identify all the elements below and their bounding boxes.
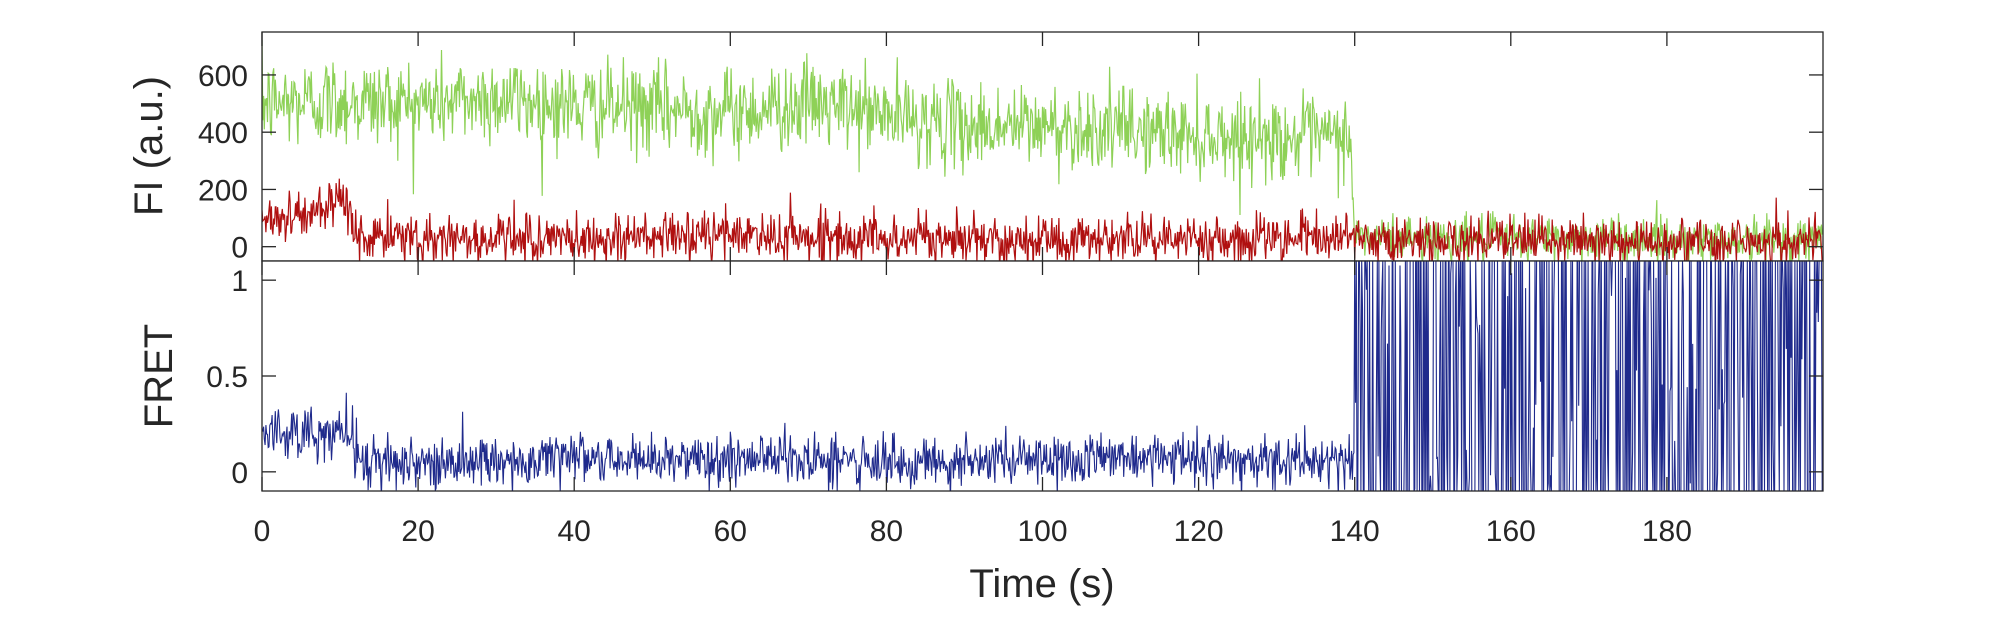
time-x-tick-label: 140 xyxy=(1330,515,1380,548)
time-x-axis-label: Time (s) xyxy=(969,562,1114,606)
fi-y-tick-label: 400 xyxy=(198,117,248,150)
fret-y-tick-label: 1 xyxy=(231,265,248,298)
fluorescence-plot-area xyxy=(262,32,1823,261)
fluorescence-series-group xyxy=(262,39,1823,261)
fi-y-tick-label: 600 xyxy=(198,60,248,93)
fret-x-ticks xyxy=(261,261,1668,491)
time-x-tick-label: 80 xyxy=(870,515,903,548)
time-x-tick-label: 180 xyxy=(1642,515,1692,548)
time-x-tick-label: 120 xyxy=(1174,515,1224,548)
fret-y-ticks xyxy=(262,279,1823,473)
fret-x-tick-labels: 0 20 40 60 80 100 120 140 160 180 xyxy=(254,515,1692,548)
fret-y-tick-labels: 00.51 xyxy=(206,265,248,490)
fluorescence-y-ticks xyxy=(262,74,1823,248)
fluorescence-y-tick-labels: 0 200 400 600 xyxy=(198,60,248,265)
time-x-tick-label: 20 xyxy=(401,515,434,548)
fluorescence-y-axis-label: FI (a.u.) xyxy=(127,76,171,216)
time-x-tick-label: 160 xyxy=(1486,515,1536,548)
fret-panel: 00.51 0 20 40 60 80 100 120 140 160 180 FRET Time… xyxy=(137,260,1824,606)
time-x-tick-label: 100 xyxy=(1017,515,1067,548)
time-x-tick-label: 0 xyxy=(254,515,271,548)
fret-y-tick-label: 0.5 xyxy=(206,361,248,394)
fluorescence-panel: 0 200 400 600 FI (a.u.) xyxy=(127,31,1824,265)
fret-y-axis-label: FRET xyxy=(137,324,181,428)
fi-donor-trace xyxy=(262,178,1823,261)
fret-efficiency-trace xyxy=(262,261,1823,491)
time-x-tick-label: 60 xyxy=(714,515,747,548)
fluorescence-x-ticks xyxy=(261,32,1668,261)
fret-y-tick-label: 0 xyxy=(231,457,248,490)
fi-y-tick-label: 0 xyxy=(231,232,248,265)
fi-y-tick-label: 200 xyxy=(198,174,248,207)
time-x-tick-label: 40 xyxy=(558,515,591,548)
fret-series-group xyxy=(262,261,1823,491)
